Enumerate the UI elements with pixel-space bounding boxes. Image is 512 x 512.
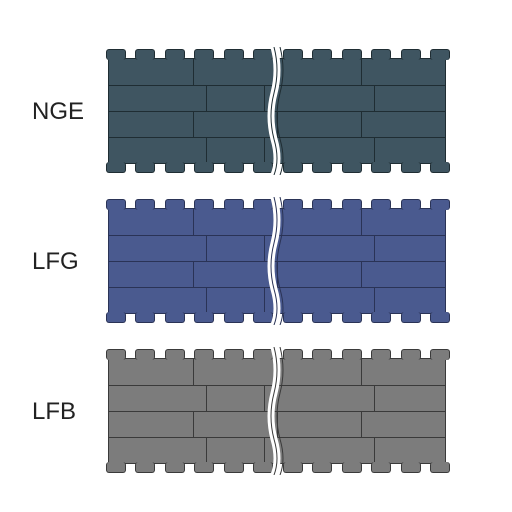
tooth-top (401, 49, 421, 60)
tooth-top (312, 199, 332, 210)
tooth-bottom (312, 462, 332, 473)
tooth-bottom (106, 462, 126, 473)
tooth-bottom (135, 462, 155, 473)
tooth-top (165, 199, 185, 210)
tooth-top (401, 349, 421, 360)
tooth-top (312, 349, 332, 360)
tooth-top (165, 349, 185, 360)
tooth-top (342, 199, 362, 210)
row-lfg: LFG (0, 198, 512, 326)
tooth-top (342, 349, 362, 360)
tooth-bottom (342, 312, 362, 323)
tooth-top (253, 49, 273, 60)
tooth-top (224, 199, 244, 210)
tooth-top (106, 349, 126, 360)
tooth-bottom (430, 312, 450, 323)
label-lfg: LFG (32, 248, 79, 276)
tooth-top (283, 349, 303, 360)
tooth-top (312, 49, 332, 60)
tooth-bottom (135, 312, 155, 323)
tooth-bottom (283, 462, 303, 473)
tooth-bottom (283, 312, 303, 323)
tooth-top (224, 49, 244, 60)
tooth-top (342, 49, 362, 60)
row-nge: NGE (0, 48, 512, 176)
tooth-top (135, 49, 155, 60)
belt-lfb (108, 358, 446, 464)
tooth-bottom (283, 162, 303, 173)
tooth-top (430, 349, 450, 360)
tooth-top (371, 349, 391, 360)
belt-diagram: { "diagram": { "type": "infographic", "b… (0, 0, 512, 512)
tooth-bottom (194, 162, 214, 173)
tooth-bottom (194, 312, 214, 323)
tooth-bottom (106, 312, 126, 323)
tooth-top (135, 199, 155, 210)
tooth-top (430, 49, 450, 60)
tooth-top (224, 349, 244, 360)
tooth-bottom (253, 312, 273, 323)
belt-nge (108, 58, 446, 164)
tooth-top (253, 349, 273, 360)
tooth-bottom (312, 162, 332, 173)
tooth-top (194, 49, 214, 60)
tooth-top (283, 49, 303, 60)
tooth-bottom (430, 462, 450, 473)
label-nge: NGE (32, 98, 84, 126)
tooth-bottom (371, 312, 391, 323)
tooth-bottom (253, 162, 273, 173)
tooth-top (194, 349, 214, 360)
tooth-top (253, 199, 273, 210)
tooth-top (165, 49, 185, 60)
tooth-top (283, 199, 303, 210)
tooth-top (371, 49, 391, 60)
tooth-bottom (401, 312, 421, 323)
tooth-top (106, 49, 126, 60)
tooth-bottom (106, 162, 126, 173)
tooth-top (401, 199, 421, 210)
tooth-top (430, 199, 450, 210)
tooth-bottom (224, 462, 244, 473)
tooth-bottom (401, 462, 421, 473)
tooth-bottom (194, 462, 214, 473)
label-lfb: LFB (32, 398, 76, 426)
tooth-bottom (371, 462, 391, 473)
tooth-bottom (224, 162, 244, 173)
row-lfb: LFB (0, 348, 512, 476)
tooth-bottom (165, 162, 185, 173)
tooth-bottom (135, 162, 155, 173)
tooth-bottom (253, 462, 273, 473)
tooth-bottom (430, 162, 450, 173)
tooth-bottom (312, 312, 332, 323)
tooth-bottom (342, 162, 362, 173)
tooth-bottom (165, 462, 185, 473)
tooth-bottom (401, 162, 421, 173)
tooth-bottom (165, 312, 185, 323)
belt-lfg (108, 208, 446, 314)
tooth-top (106, 199, 126, 210)
tooth-top (135, 349, 155, 360)
tooth-bottom (224, 312, 244, 323)
tooth-top (194, 199, 214, 210)
tooth-top (371, 199, 391, 210)
tooth-bottom (371, 162, 391, 173)
tooth-bottom (342, 462, 362, 473)
